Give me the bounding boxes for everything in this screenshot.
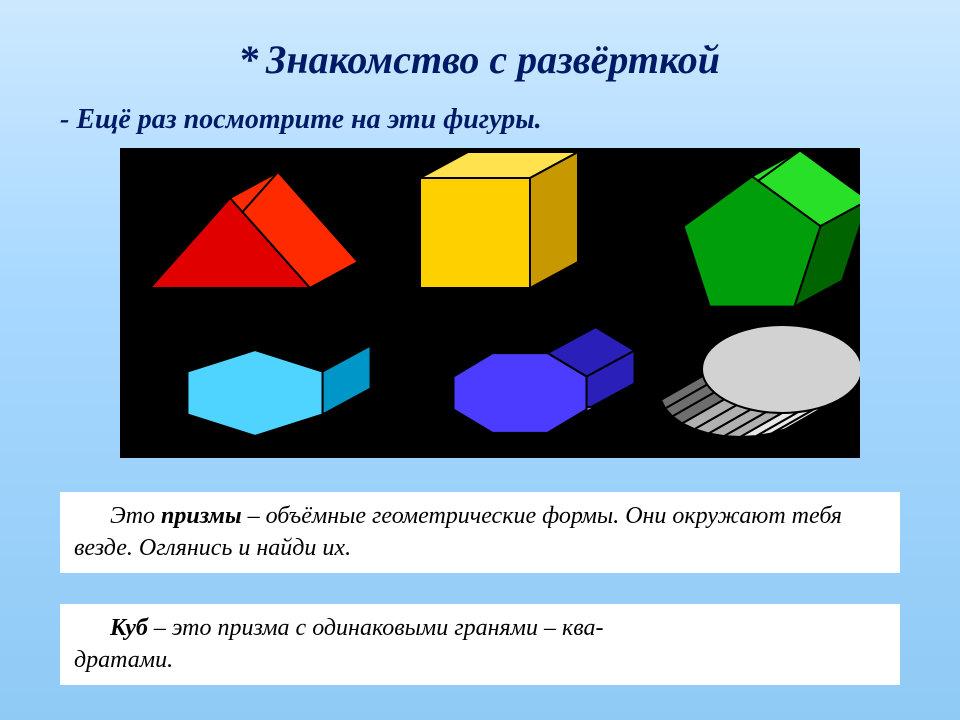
- slide: *Знакомство с развёрткой - Ещё раз посмо…: [0, 0, 960, 720]
- p2-bold: Куб: [110, 615, 148, 641]
- p2-rest: дратами.: [74, 647, 173, 673]
- p1-bold: призмы: [161, 503, 242, 529]
- p2-dash: –: [148, 615, 172, 641]
- shapes-svg: [120, 148, 860, 458]
- title-text: Знакомство с развёрткой: [266, 37, 720, 82]
- shapes-panel: [120, 148, 860, 458]
- p1-dash: –: [242, 503, 266, 529]
- title-asterisk: *: [240, 37, 260, 82]
- p1-pre: Это: [110, 503, 161, 529]
- paragraph-prisms: Это призмы – объёмные геометрические фор…: [60, 492, 900, 573]
- slide-subtitle: - Ещё раз посмотрите на эти фигуры.: [60, 104, 542, 136]
- slide-title: *Знакомство с развёрткой: [0, 36, 960, 83]
- paragraph-cube: Куб – это призма с одинаковыми гранями –…: [60, 604, 900, 685]
- p2-mid: это призма с одинаковыми гранями – ква-: [172, 615, 604, 641]
